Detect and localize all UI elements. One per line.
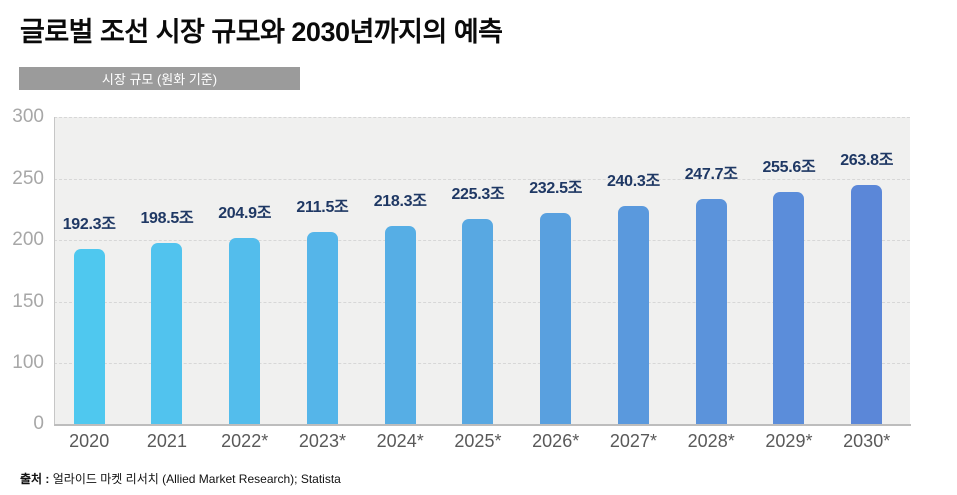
chart-title: 글로벌 조선 시장 규모와 2030년까지의 예측 xyxy=(20,17,503,47)
bar-value-label: 263.8조 xyxy=(840,151,894,169)
gridline xyxy=(54,178,910,180)
y-axis-line xyxy=(54,117,55,425)
bar-2020 xyxy=(73,248,105,424)
bar-value-label: 225.3조 xyxy=(451,186,505,204)
y-axis-tick-label: 100 xyxy=(12,352,44,373)
x-axis-tick-label: 2023* xyxy=(298,431,346,451)
x-axis-tick-label: 2027* xyxy=(609,431,657,451)
x-axis-tick-label: 2026* xyxy=(532,431,580,451)
x-axis-tick-label: 2029* xyxy=(765,431,813,451)
x-axis-tick-label: 2025* xyxy=(454,431,502,451)
bar-2029 xyxy=(773,192,805,424)
bar-value-label: 240.3조 xyxy=(606,172,660,190)
y-axis-tick-label: 250 xyxy=(12,167,44,189)
x-axis-tick-label: 2028* xyxy=(687,431,735,451)
legend-chip: 시장 규모 (원화 기준) xyxy=(19,67,300,90)
bar-value-label: 255.6조 xyxy=(762,159,816,177)
bar-value-label: 218.3조 xyxy=(373,192,427,210)
bar-2028 xyxy=(695,199,727,424)
gridline xyxy=(54,117,910,118)
bar-value-label: 211.5조 xyxy=(296,198,349,216)
x-axis-tick-label: 2020 xyxy=(69,431,110,451)
bar-value-label: 198.5조 xyxy=(140,210,194,228)
x-axis-tick-label: 2021 xyxy=(146,431,187,451)
y-axis-tick-label: 200 xyxy=(12,229,44,250)
source-text: 얼라이드 마켓 리서치 (Allied Market Research); St… xyxy=(49,472,341,486)
y-axis-tick-label: 0 xyxy=(33,413,44,434)
x-axis-tick-label: 2030* xyxy=(843,431,891,451)
bar-2027 xyxy=(617,205,649,424)
bar-2025 xyxy=(462,219,494,424)
x-axis-tick-label: 2022* xyxy=(221,431,269,451)
source-prefix: 출처 : xyxy=(20,472,50,486)
bar-value-label: 204.9조 xyxy=(218,204,272,222)
bar-2022 xyxy=(229,237,261,424)
bar-2021 xyxy=(151,243,183,424)
bar-value-label: 247.7조 xyxy=(684,166,738,184)
y-axis-tick-label: 150 xyxy=(12,290,44,312)
x-axis-tick-label: 2024* xyxy=(376,431,424,451)
bar-2026 xyxy=(540,212,572,424)
y-axis-tick-label: 300 xyxy=(12,106,44,127)
bar-2023 xyxy=(306,231,338,424)
x-axis-line xyxy=(54,424,911,426)
bar-2030 xyxy=(851,184,883,424)
legend-label: 시장 규모 (원화 기준) xyxy=(101,72,218,87)
bar-value-label: 232.5조 xyxy=(529,179,583,197)
bar-value-label: 192.3조 xyxy=(62,215,116,233)
bar-2024 xyxy=(384,225,416,424)
source-attribution: 출처 : 얼라이드 마켓 리서치 (Allied Market Research… xyxy=(20,470,341,487)
